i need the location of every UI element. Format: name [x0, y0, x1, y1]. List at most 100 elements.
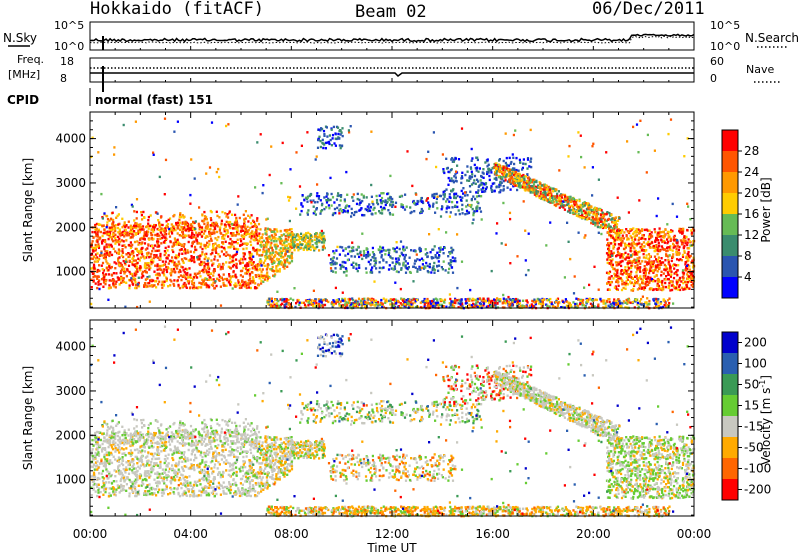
data-cell	[656, 265, 659, 269]
data-cell	[332, 250, 335, 253]
data-cell	[564, 197, 567, 201]
data-cell	[548, 188, 551, 191]
data-cell	[358, 264, 361, 267]
data-cell	[227, 222, 230, 226]
data-cell	[617, 277, 620, 280]
data-cell	[510, 160, 513, 164]
data-cell	[339, 300, 342, 303]
data-cell	[668, 246, 671, 249]
data-cell	[187, 222, 190, 226]
data-cell	[436, 299, 439, 302]
data-cell	[220, 250, 223, 253]
data-cell	[612, 251, 615, 255]
data-cell	[668, 269, 671, 273]
data-cell	[274, 237, 277, 241]
data-cell	[106, 230, 109, 233]
data-cell	[539, 188, 542, 191]
data-cell	[177, 285, 180, 288]
data-cell	[641, 286, 644, 289]
data-cell	[438, 250, 442, 253]
data-cell	[212, 269, 215, 273]
data-cell	[398, 247, 401, 251]
data-cell	[472, 211, 475, 215]
data-cell	[232, 254, 235, 257]
data-cell	[148, 238, 151, 241]
data-cell	[646, 261, 649, 264]
data-cell	[290, 257, 293, 260]
data-cell	[157, 240, 160, 243]
data-cell	[110, 265, 113, 269]
data-cell	[332, 270, 335, 273]
data-cell	[630, 264, 633, 268]
data-cell	[167, 262, 170, 265]
data-cell	[669, 289, 672, 292]
data-cell	[236, 229, 239, 232]
data-cell	[598, 208, 601, 212]
data-cell	[275, 265, 278, 268]
data-cell	[528, 165, 531, 168]
data-cell	[293, 240, 296, 244]
data-cell	[244, 264, 247, 267]
data-cell	[451, 271, 455, 274]
data-cell	[536, 186, 539, 189]
data-cell	[318, 240, 321, 243]
data-cell	[284, 234, 287, 238]
data-cell	[204, 256, 207, 259]
data-cell	[319, 212, 322, 215]
data-cell	[244, 230, 247, 233]
data-cell	[681, 255, 685, 258]
data-cell	[199, 263, 202, 266]
data-cell	[130, 236, 133, 239]
data-cell	[206, 223, 209, 226]
data-cell	[218, 229, 221, 232]
data-cell	[379, 251, 382, 254]
data-cell	[335, 198, 339, 201]
data-cell	[587, 205, 590, 208]
data-cell	[662, 261, 665, 264]
data-cell	[328, 134, 331, 137]
data-cell	[292, 242, 295, 245]
data-cell	[276, 259, 279, 262]
data-cell	[193, 245, 197, 249]
data-cell	[227, 246, 230, 249]
data-cell	[471, 157, 474, 160]
data-cell	[611, 220, 614, 224]
data-cell	[527, 183, 530, 186]
data-cell	[380, 196, 384, 200]
data-cell	[268, 267, 271, 271]
data-cell	[123, 221, 126, 224]
data-cell	[330, 144, 333, 147]
data-cell	[103, 228, 106, 232]
data-cell	[356, 197, 359, 201]
data-cell	[177, 260, 180, 263]
data-cell	[134, 270, 137, 273]
data-cell	[169, 278, 172, 282]
data-cell	[249, 226, 252, 230]
data-cell	[246, 269, 249, 272]
data-cell	[290, 260, 294, 263]
data-cell	[450, 177, 453, 180]
data-cell	[196, 286, 199, 290]
data-cell	[320, 233, 323, 237]
data-cell	[213, 269, 216, 273]
data-cell	[330, 204, 333, 207]
data-cell	[445, 188, 448, 191]
data-cell	[334, 267, 337, 270]
data-cell	[174, 240, 177, 244]
data-cell	[577, 207, 580, 210]
data-cell	[620, 253, 623, 256]
data-cell	[347, 252, 350, 256]
data-cell	[266, 263, 269, 266]
data-cell	[149, 266, 152, 270]
data-cell	[232, 270, 235, 273]
data-cell	[214, 242, 217, 245]
data-cell	[667, 230, 670, 234]
data-cell	[254, 222, 257, 226]
data-cell	[321, 138, 324, 142]
data-cell	[633, 250, 636, 254]
data-cell	[536, 297, 539, 301]
data-cell	[642, 275, 645, 278]
data-cell	[509, 182, 512, 185]
data-cell	[515, 170, 518, 174]
data-cell	[235, 221, 238, 224]
